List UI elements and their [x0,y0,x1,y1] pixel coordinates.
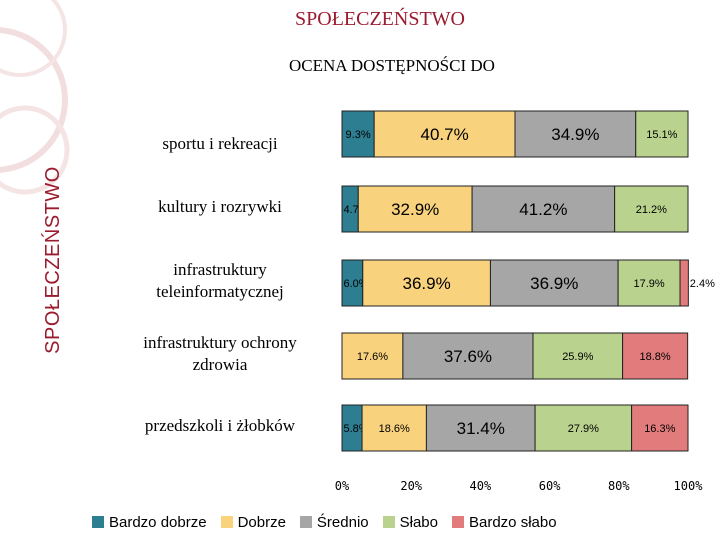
data-label: 9.3% [346,129,371,141]
bar-segment [341,332,404,380]
data-label: 18.8% [640,351,671,363]
legend-swatch [299,516,312,528]
category-label: infrastruktury teleinformatycznej [110,259,330,303]
bar-segment [532,332,624,380]
data-label: 2.4% [690,278,715,290]
x-tick-label: 40% [470,479,492,493]
bar-segment [402,332,534,380]
bar-segment [341,110,375,158]
legend-entry: Średnio [299,513,369,531]
data-label: 31.4% [457,419,505,438]
bar-segment [514,110,637,158]
legend-label: Słabo [399,513,438,531]
legend-entry: Dobrze [220,513,286,531]
decorative-circles [0,0,70,195]
legend-entry: Bardzo słabo [452,514,557,531]
data-label: 18.6% [379,423,410,435]
data-label: 17.6% [357,351,388,363]
slide-title: SPOŁECZEŃSTWO [295,8,465,30]
category-label-line: sportu i rekreacji [162,134,278,153]
data-label: 41.2% [519,200,567,219]
data-label: 16.3% [644,423,675,435]
category-label-line: kultury i rozrywki [158,197,282,216]
category-label-line: teleinformatycznej [156,282,284,301]
data-label: 25.9% [562,351,593,363]
data-label: 37.6% [444,347,492,366]
category-label-line: infrastruktury [173,260,267,279]
x-tick-label: 60% [539,479,561,493]
bar-segment [425,404,536,452]
bar-segment [614,185,689,233]
category-label: przedszkoli i żłobków [110,415,330,437]
x-tick-label: 20% [400,479,422,493]
bar-segment [534,404,633,452]
legend-swatch [220,516,233,528]
data-label: 36.9% [402,274,450,293]
data-label: 34.9% [551,125,599,144]
legend-entry: Słabo [382,513,438,531]
data-label: 17.9% [633,278,664,290]
x-tick-label: 80% [608,479,630,493]
category-label-line: przedszkoli i żłobków [144,416,296,435]
bar-segment [635,110,689,158]
legend-label: Średnio [316,513,369,531]
bar-segment [679,259,689,307]
x-tick-label: 100% [674,479,704,493]
legend-entry: Bardzo dobrze [92,514,207,531]
category-label: kultury i rozrywki [110,196,330,218]
legend-label: Bardzo dobrze [109,513,207,531]
legend-swatch [92,516,104,528]
bar-segment [622,332,689,380]
bar-segment [373,110,516,158]
bar-segment [357,185,473,233]
data-label: 21.2% [636,204,667,216]
legend-label: Dobrze [237,513,286,531]
legend-label: Bardzo słabo [469,513,557,531]
data-label: 36.9% [530,274,578,293]
data-label: 15.1% [646,129,677,141]
x-tick-label: 0% [335,479,350,493]
data-label: 40.7% [420,125,468,144]
category-label: infrastruktury ochrony zdrowia [110,332,330,376]
bar-segment [489,259,619,307]
category-label-line: zdrowia [192,355,248,374]
bar-segment [631,404,689,452]
data-label: 27.9% [568,423,599,435]
category-label-line: infrastruktury ochrony [143,333,297,352]
chart-legend: Bardzo dobrze Dobrze Średnio Słabo Bardzo sł… [92,512,571,532]
legend-swatch [382,516,395,528]
chart-title: OCENA DOSTĘPNOŚCI DO [289,56,495,75]
data-label: 32.9% [391,200,439,219]
legend-swatch [452,516,464,528]
category-label: sportu i rekreacji [110,133,330,155]
bar-segment [361,404,427,452]
